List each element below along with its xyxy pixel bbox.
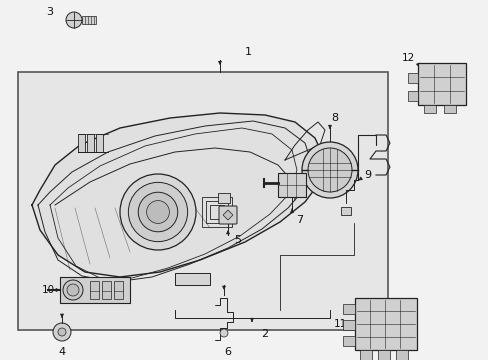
Bar — [342, 320, 354, 330]
FancyBboxPatch shape — [219, 206, 237, 224]
Text: 5: 5 — [234, 235, 241, 245]
Bar — [218, 193, 229, 203]
Bar — [209, 205, 224, 219]
Circle shape — [67, 284, 79, 296]
Text: 3: 3 — [46, 7, 53, 17]
Circle shape — [138, 192, 178, 232]
Bar — [90, 281, 99, 299]
Bar — [278, 173, 305, 197]
Bar — [417, 63, 465, 105]
Bar — [342, 304, 354, 314]
Text: 7: 7 — [296, 215, 303, 225]
Polygon shape — [32, 113, 325, 277]
Bar — [60, 277, 130, 303]
Circle shape — [220, 329, 227, 337]
Circle shape — [120, 174, 196, 250]
Circle shape — [128, 183, 187, 242]
Bar — [395, 350, 407, 360]
Bar — [114, 281, 123, 299]
Bar — [96, 134, 103, 152]
Circle shape — [63, 280, 83, 300]
Bar — [175, 273, 209, 285]
Circle shape — [66, 12, 82, 28]
Text: 9: 9 — [364, 170, 371, 180]
Bar — [443, 105, 455, 113]
Circle shape — [307, 148, 351, 192]
Bar — [102, 281, 111, 299]
Bar — [423, 105, 435, 113]
Polygon shape — [223, 210, 232, 220]
Bar — [407, 91, 417, 101]
Bar — [78, 134, 85, 152]
Bar — [407, 73, 417, 83]
Bar — [340, 207, 350, 215]
Text: 4: 4 — [59, 347, 65, 357]
Bar — [342, 336, 354, 346]
Text: 12: 12 — [401, 53, 414, 63]
Text: 10: 10 — [41, 285, 55, 295]
Bar — [354, 298, 416, 350]
Text: 6: 6 — [224, 347, 231, 357]
Bar — [205, 201, 227, 223]
Bar — [377, 350, 389, 360]
Bar — [18, 72, 387, 330]
Bar — [202, 197, 231, 227]
Circle shape — [146, 201, 169, 224]
Circle shape — [58, 328, 66, 336]
Circle shape — [302, 142, 357, 198]
Text: 1: 1 — [244, 47, 251, 57]
Bar — [82, 16, 96, 24]
Text: 2: 2 — [261, 329, 268, 339]
Bar — [359, 350, 371, 360]
Circle shape — [53, 323, 71, 341]
Text: 8: 8 — [331, 113, 338, 123]
Bar — [87, 134, 94, 152]
Text: 11: 11 — [333, 319, 346, 329]
